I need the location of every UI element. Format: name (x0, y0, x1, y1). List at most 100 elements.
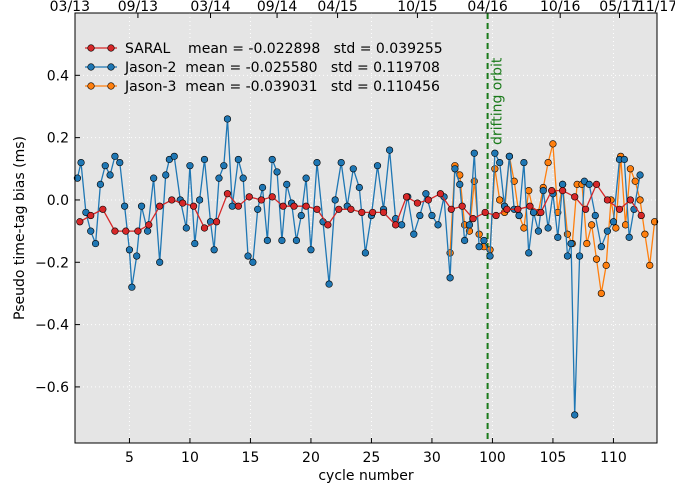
legend-marker (87, 44, 95, 52)
data-point (179, 199, 187, 207)
data-point (567, 239, 575, 248)
data-point (456, 180, 464, 188)
data-point (111, 227, 119, 235)
data-point (563, 252, 572, 260)
data-point (637, 211, 645, 220)
data-point (268, 155, 276, 164)
data-point (156, 202, 164, 210)
x-axis-label: cycle number (318, 468, 414, 484)
data-point (182, 224, 190, 232)
data-point (133, 252, 141, 260)
data-point (245, 193, 253, 201)
data-point (96, 180, 105, 188)
data-point (451, 165, 459, 173)
x-tick-label: 105 (540, 450, 567, 466)
data-point (503, 205, 511, 213)
data-point (526, 202, 534, 210)
data-point (150, 174, 158, 182)
data-point (510, 177, 518, 185)
x-tick-label: 30 (423, 450, 441, 466)
data-point (212, 218, 221, 226)
data-point (254, 205, 262, 213)
data-point (583, 239, 591, 248)
data-point (121, 202, 129, 210)
data-point (398, 221, 406, 229)
data-point (520, 158, 528, 167)
y-tick-label: −0.6 (35, 380, 69, 396)
data-point (335, 205, 343, 213)
data-point (620, 155, 628, 164)
data-point (145, 221, 153, 229)
data-point (156, 258, 164, 266)
data-point (402, 193, 411, 201)
legend-marker (87, 63, 95, 71)
legend-label: Jason-2 mean = -0.025580 std = 0.119708 (124, 60, 440, 76)
data-point (292, 236, 301, 245)
data-point (349, 165, 357, 173)
data-point (170, 152, 178, 160)
data-point (379, 208, 388, 217)
top-tick-label: 04/16 (467, 0, 507, 15)
data-point (313, 205, 321, 213)
data-point (116, 158, 124, 167)
data-point (196, 196, 204, 204)
data-point (625, 233, 633, 241)
data-point (358, 208, 366, 217)
plot-background (75, 13, 657, 443)
data-point (597, 289, 605, 298)
data-point (458, 202, 466, 210)
data-point (87, 211, 95, 220)
data-point (514, 205, 522, 213)
data-point (446, 274, 454, 282)
data-point (486, 252, 494, 260)
x-tick-label: 15 (242, 450, 260, 466)
data-point (186, 162, 194, 170)
data-point (563, 230, 572, 238)
data-point (559, 187, 567, 195)
data-point (548, 187, 556, 195)
data-point (200, 155, 209, 164)
data-point (537, 208, 545, 217)
y-tick-label: 0.4 (47, 68, 69, 84)
data-point (525, 187, 533, 195)
x-tick-label: 25 (363, 450, 381, 466)
data-point (134, 227, 142, 235)
data-point (111, 152, 119, 160)
data-point (268, 193, 276, 201)
data-point (278, 236, 286, 245)
legend-marker (87, 82, 95, 90)
data-point (239, 174, 247, 182)
data-point (603, 196, 611, 204)
data-point (106, 171, 114, 179)
data-point (592, 255, 601, 263)
data-point (480, 236, 488, 245)
data-point (588, 221, 596, 229)
legend-label: SARAL mean = -0.022898 std = 0.039255 (125, 41, 443, 57)
data-point (77, 158, 85, 167)
data-point (392, 221, 400, 229)
data-point (122, 227, 130, 235)
data-point (373, 162, 382, 170)
data-point (290, 202, 298, 210)
data-point (609, 218, 618, 226)
data-point (631, 177, 639, 185)
data-point (447, 205, 455, 213)
data-point (99, 205, 107, 213)
data-point (525, 249, 533, 257)
data-point (244, 252, 252, 260)
data-point (602, 261, 610, 269)
data-point (385, 146, 394, 154)
data-point (424, 196, 432, 204)
data-point (592, 180, 601, 188)
data-point (200, 224, 209, 232)
data-point (263, 236, 271, 245)
data-point (549, 140, 557, 148)
data-point (189, 202, 198, 210)
data-point (422, 190, 430, 198)
top-tick-label: 04/15 (317, 0, 357, 15)
data-point (534, 227, 543, 235)
data-point (515, 211, 523, 220)
data-point (571, 193, 579, 201)
data-point (416, 211, 424, 220)
data-point (210, 246, 218, 254)
